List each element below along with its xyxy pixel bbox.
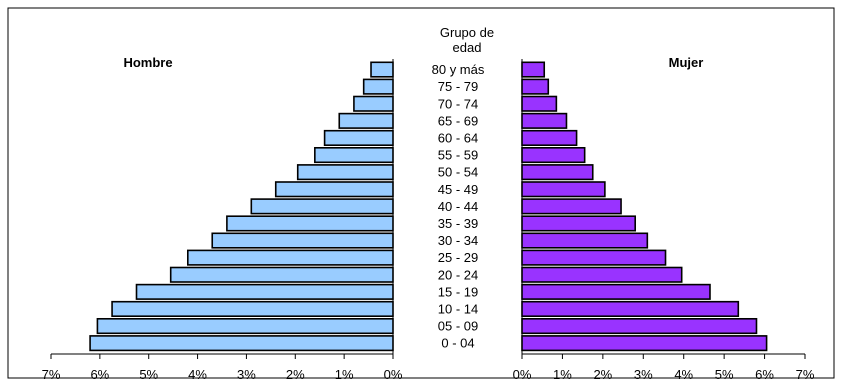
left-tick-label: 0%: [384, 367, 403, 382]
left-tick-label: 5%: [139, 367, 158, 382]
bar-mujer: [521, 112, 568, 129]
bar-mujer: [521, 232, 649, 249]
bar-mujer: [521, 283, 711, 300]
age-group-label: 75 - 79: [438, 79, 478, 94]
age-group-label: 25 - 29: [438, 250, 478, 265]
bar-hombre: [250, 198, 394, 215]
bar-mujer: [521, 78, 550, 95]
age-group-label: 40 - 44: [438, 199, 478, 214]
bar-mujer: [521, 215, 636, 232]
right-tick-label: 1%: [553, 367, 572, 382]
bar-hombre: [89, 335, 394, 352]
age-group-label: 05 - 09: [438, 319, 478, 334]
bar-hombre: [111, 300, 394, 318]
bar-mujer: [521, 317, 758, 335]
age-group-label: 80 y más: [432, 62, 485, 77]
bar-hombre: [323, 129, 394, 146]
age-group-label: 70 - 74: [438, 96, 478, 111]
bar-hombre: [135, 283, 394, 300]
bar-hombre: [353, 95, 394, 112]
right-tick-label: 3%: [634, 367, 653, 382]
right-tick-label: 6%: [755, 367, 774, 382]
right-tick-label: 2%: [593, 367, 612, 382]
hombre-bars: [89, 61, 394, 352]
bar-mujer: [521, 95, 558, 112]
left-tick-label: 1%: [335, 367, 354, 382]
age-group-label: 45 - 49: [438, 182, 478, 197]
age-group-label: 35 - 39: [438, 216, 478, 231]
age-group-labels: 80 y más 75 - 79 70 - 74 65 - 69 60 - 64 55 -…: [432, 62, 485, 351]
bar-mujer: [521, 266, 683, 283]
bar-hombre: [226, 215, 394, 232]
bar-hombre: [296, 164, 394, 181]
bar-hombre: [169, 266, 394, 283]
bar-hombre: [274, 181, 394, 198]
bar-mujer: [521, 181, 606, 198]
mujer-label: Mujer: [669, 55, 704, 70]
center-header-line2: edad: [453, 40, 482, 55]
bar-hombre: [338, 112, 394, 129]
center-header-line1: Grupo de: [440, 25, 494, 40]
left-tick-label: 6%: [90, 367, 109, 382]
bar-mujer: [521, 147, 586, 164]
bar-mujer: [521, 300, 740, 318]
bar-hombre: [96, 317, 394, 335]
age-group-label: 50 - 54: [438, 165, 478, 180]
age-group-label: 65 - 69: [438, 113, 478, 128]
hombre-label: Hombre: [123, 55, 172, 70]
left-tick-label: 2%: [286, 367, 305, 382]
age-group-label: 20 - 24: [438, 267, 478, 282]
bar-mujer: [521, 164, 594, 181]
left-tick-label: 4%: [188, 367, 207, 382]
right-tick-label: 5%: [715, 367, 734, 382]
age-group-label: 55 - 59: [438, 148, 478, 163]
age-group-label: 30 - 34: [438, 233, 478, 248]
bar-mujer: [521, 198, 622, 215]
bar-hombre: [187, 249, 394, 266]
mujer-bars: [521, 61, 768, 352]
bar-mujer: [521, 61, 546, 78]
age-group-label: 0 - 04: [441, 336, 474, 351]
left-tick-label: 3%: [237, 367, 256, 382]
right-tick-label: 0%: [513, 367, 532, 382]
bar-mujer: [521, 335, 768, 352]
age-group-label: 15 - 19: [438, 284, 478, 299]
bar-hombre: [370, 61, 394, 78]
right-tick-label: 4%: [674, 367, 693, 382]
bar-mujer: [521, 249, 667, 266]
bar-hombre: [362, 78, 394, 95]
bar-hombre: [314, 147, 394, 164]
right-tick-label: 7%: [796, 367, 815, 382]
bar-mujer: [521, 129, 578, 146]
age-group-label: 60 - 64: [438, 130, 478, 145]
bar-hombre: [211, 232, 394, 249]
age-group-label: 10 - 14: [438, 301, 478, 316]
left-tick-label: 7%: [42, 367, 61, 382]
